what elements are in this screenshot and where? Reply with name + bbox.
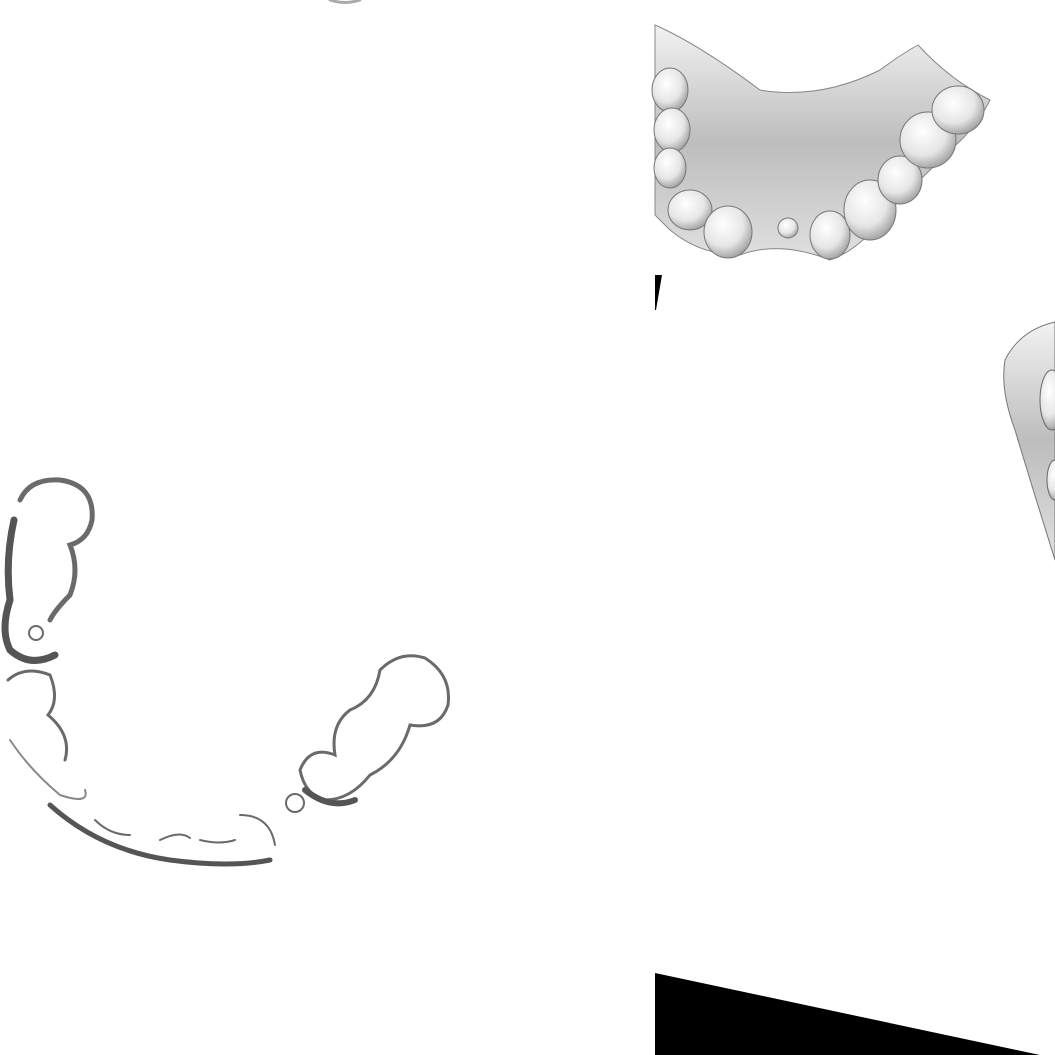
- upper-arch: [651, 24, 991, 261]
- floor-wedge: [655, 973, 1040, 1055]
- lower-arch: [1, 0, 451, 867]
- side-model: [1003, 321, 1055, 561]
- edge-sliver: [655, 275, 662, 310]
